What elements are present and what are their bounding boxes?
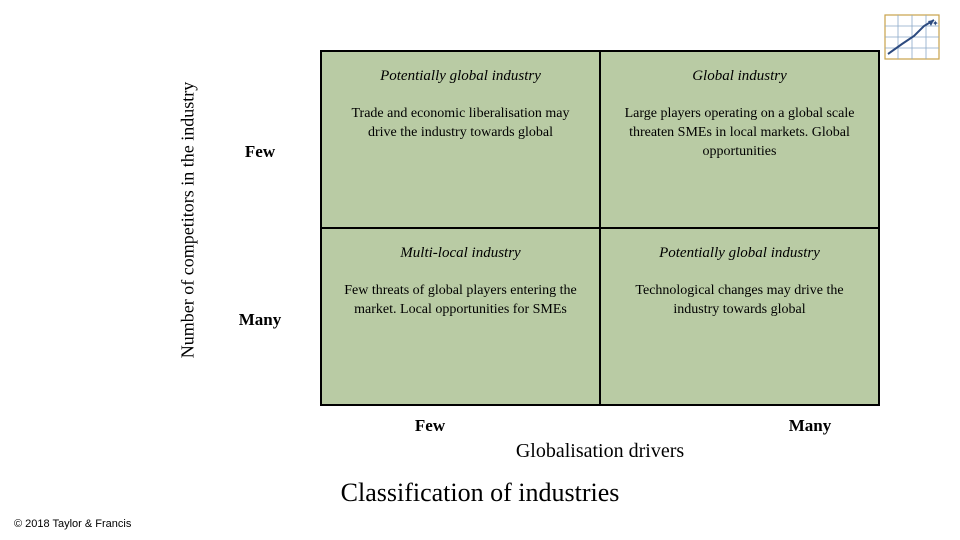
quadrant-bottom-right: Potentially global industry Technologica… bbox=[600, 228, 879, 405]
y-axis-label: Number of competitors in the industry bbox=[178, 82, 199, 358]
quadrant-top-right: Global industry Large players operating … bbox=[600, 51, 879, 228]
quadrant-matrix: Potentially global industry Trade and ec… bbox=[320, 50, 880, 406]
logo-star: ✦ bbox=[932, 19, 939, 28]
quadrant-body: Few threats of global players entering t… bbox=[342, 282, 579, 320]
copyright-text: © 2018 Taylor & Francis bbox=[14, 518, 131, 530]
quadrant-heading: Potentially global industry bbox=[659, 245, 820, 262]
quadrant-body: Trade and economic liberalisation may dr… bbox=[342, 105, 579, 143]
quadrant-heading: Global industry bbox=[692, 68, 787, 85]
quadrant-heading: Potentially global industry bbox=[380, 68, 541, 85]
x-tick-few: Few bbox=[415, 416, 445, 436]
y-tick-many: Many bbox=[239, 310, 282, 330]
x-tick-many: Many bbox=[789, 416, 832, 436]
publisher-logo: ✦ bbox=[884, 14, 940, 60]
slide-title: Classification of industries bbox=[341, 478, 620, 508]
quadrant-top-left: Potentially global industry Trade and ec… bbox=[321, 51, 600, 228]
quadrant-bottom-left: Multi-local industry Few threats of glob… bbox=[321, 228, 600, 405]
y-tick-few: Few bbox=[245, 142, 275, 162]
quadrant-body: Technological changes may drive the indu… bbox=[621, 282, 858, 320]
slide-root: ✦ Number of competitors in the industry … bbox=[0, 0, 960, 540]
quadrant-heading: Multi-local industry bbox=[400, 245, 520, 262]
quadrant-body: Large players operating on a global scal… bbox=[621, 105, 858, 162]
x-axis-label: Globalisation drivers bbox=[516, 440, 684, 463]
